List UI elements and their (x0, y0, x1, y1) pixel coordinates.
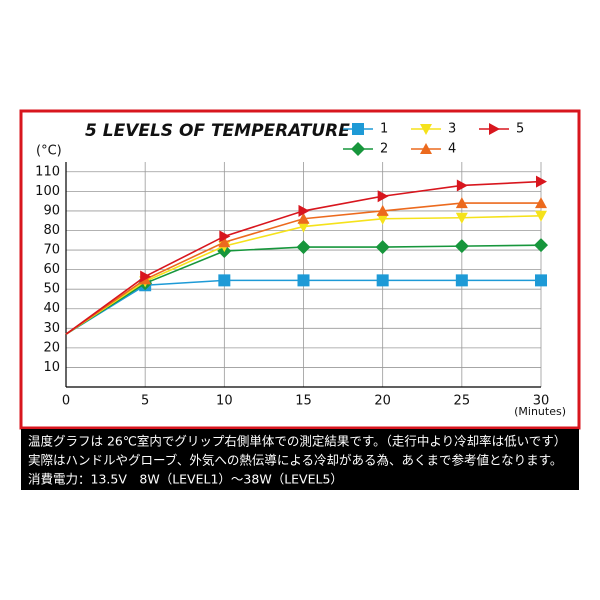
note: 実際はハンドルやグローブ、外気への熱伝導による冷却がある為、あくまで参考値となり… (28, 453, 562, 468)
data-point (535, 274, 547, 287)
x-tick-label: 10 (216, 394, 233, 409)
y-tick-label: 70 (43, 243, 60, 258)
notes-box (21, 429, 579, 490)
data-point (218, 236, 231, 248)
y-tick-label: 100 (35, 184, 60, 199)
y-tick-label: 80 (43, 223, 60, 238)
data-point (535, 197, 547, 209)
y-tick-label: 110 (35, 164, 60, 179)
x-tick-label: 30 (533, 394, 550, 409)
data-point (297, 221, 310, 233)
data-point (455, 197, 468, 209)
y-tick-label: 50 (43, 282, 60, 297)
data-point (219, 230, 231, 243)
x-tick-label: 5 (141, 394, 149, 409)
legend-marker (420, 124, 432, 135)
data-point (377, 190, 389, 203)
data-point (376, 213, 389, 225)
data-point (375, 240, 390, 255)
data-point (376, 274, 389, 287)
y-tick-label: 10 (43, 360, 60, 375)
data-point (535, 210, 547, 222)
data-point (297, 274, 310, 287)
x-axis-label: (Minutes) (514, 405, 566, 418)
data-point (297, 212, 310, 224)
x-tick-label: 25 (454, 394, 471, 409)
y-tick-label: 30 (43, 321, 60, 336)
data-point (455, 274, 468, 287)
legend-marker (420, 143, 432, 154)
legend-marker (489, 123, 500, 135)
y-tick-label: 40 (43, 301, 60, 316)
data-point (454, 239, 469, 254)
y-tick-label: 60 (43, 262, 60, 277)
data-point (140, 270, 152, 283)
legend-marker (351, 142, 365, 156)
note: 温度グラフは 26℃室内でグリップ右側単体での測定結果です。（走行中より冷却率は… (28, 434, 566, 449)
legend-label: 4 (448, 142, 456, 157)
data-point (298, 204, 310, 217)
data-point (534, 238, 548, 253)
data-point (455, 212, 468, 224)
data-point (376, 204, 389, 216)
data-point (218, 274, 231, 287)
legend-label: 3 (448, 122, 456, 137)
legend-label: 1 (380, 122, 388, 137)
data-point (536, 175, 547, 188)
x-tick-label: 15 (295, 394, 312, 409)
chart-title: 5 LEVELS OF TEMPERATURE (85, 121, 350, 141)
legend-label: 2 (380, 142, 388, 157)
note: 消費電力：13.5V 8W（LEVEL1）～38W（LEVEL5） (28, 472, 343, 487)
data-point (456, 179, 468, 192)
y-tick-label: 20 (43, 340, 60, 355)
x-tick-label: 20 (374, 394, 391, 409)
legend-label: 5 (516, 122, 524, 137)
legend-marker (352, 123, 364, 135)
y-tick-label: 90 (43, 203, 60, 218)
data-point (296, 240, 311, 255)
x-tick-label: 0 (62, 394, 70, 409)
y-axis-label: (°C) (36, 144, 62, 159)
